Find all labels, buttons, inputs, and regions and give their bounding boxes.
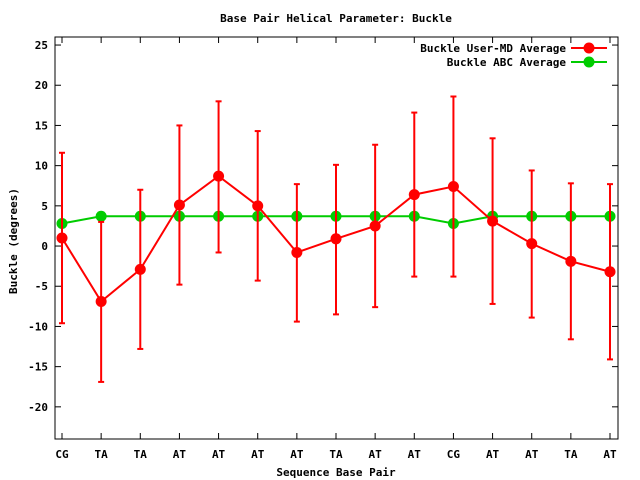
x-tick-label: TA [564,448,578,461]
x-tick-label: AT [173,448,187,461]
series-md [56,95,616,383]
series-layer [56,95,616,383]
legend-label: Buckle User-MD Average [420,42,566,55]
x-tick-label: AT [290,448,304,461]
y-tick-label: 5 [41,200,48,213]
legend-swatch-marker [583,42,595,54]
data-point [95,296,107,308]
y-tick-label: -20 [28,401,48,414]
x-tick-label: TA [329,448,343,461]
x-tick-label: CG [55,448,69,461]
data-point [526,238,538,250]
y-axis-label: Buckle (degrees) [7,188,20,294]
data-point [95,210,107,222]
legend-label: Buckle ABC Average [447,56,567,69]
axis-ticks: -20 -15 -10 -5 0 5 10 15 20 25 CG TA TA AT AT AT AT TA AT A… [28,37,618,461]
data-point [291,246,303,258]
data-point [330,233,342,245]
data-point [565,255,577,267]
x-tick-label: AT [603,448,617,461]
data-point [447,181,459,193]
data-point [487,215,499,227]
data-point [369,220,381,232]
x-tick-label: AT [525,448,539,461]
data-point [173,199,185,211]
y-tick-label: -10 [28,320,48,333]
legend-swatch-marker [583,56,595,68]
y-tick-label: 0 [41,240,48,253]
x-tick-label: AT [212,448,226,461]
data-point [604,266,616,278]
data-point [408,189,420,201]
y-tick-label: 15 [35,119,48,132]
x-tick-label: TA [134,448,148,461]
y-tick-label: -5 [35,280,48,293]
chart-title: Base Pair Helical Parameter: Buckle [220,12,452,25]
y-tick-label: 20 [35,79,48,92]
y-tick-label: 25 [35,39,48,52]
data-point [213,170,225,182]
x-tick-label: TA [95,448,109,461]
y-tick-label: 10 [35,160,48,173]
data-point [252,200,264,212]
y-tick-label: -15 [28,361,48,374]
x-tick-label: AT [486,448,500,461]
x-tick-label: AT [408,448,422,461]
x-tick-label: AT [369,448,383,461]
data-point [134,263,146,275]
data-point [56,232,68,244]
x-axis-label: Sequence Base Pair [276,466,396,479]
x-tick-label: AT [251,448,265,461]
x-tick-label: CG [447,448,461,461]
